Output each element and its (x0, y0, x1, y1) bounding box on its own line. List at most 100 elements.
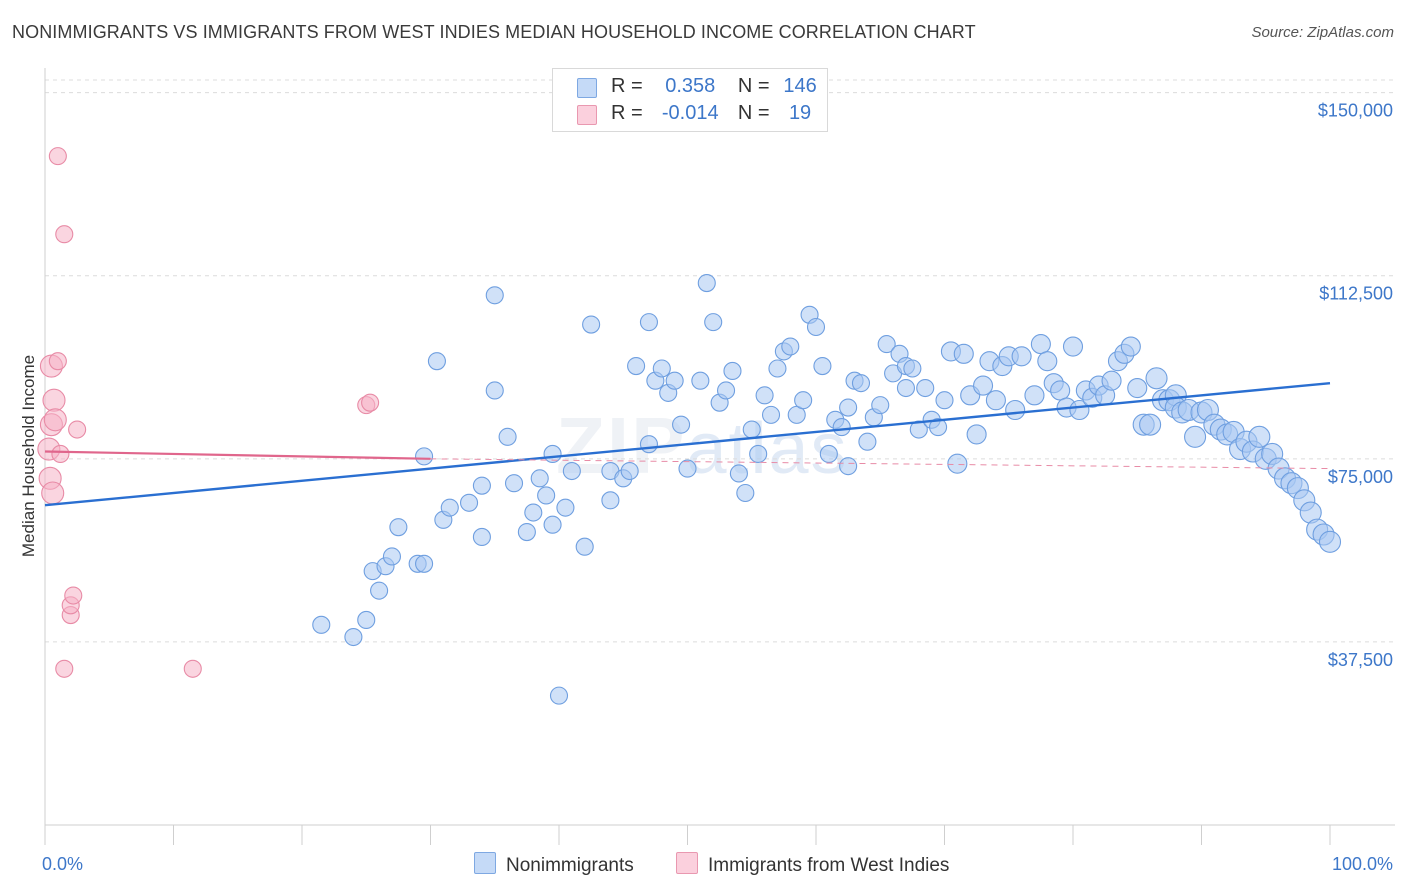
point-nonimmigrants (839, 457, 858, 476)
point-nonimmigrants (947, 453, 968, 474)
point-nonimmigrants (1050, 380, 1071, 401)
point-nonimmigrants (1062, 336, 1084, 357)
point-nonimmigrants (729, 464, 748, 483)
point-nonimmigrants (781, 337, 800, 356)
point-nonimmigrants (755, 386, 774, 405)
legend-n-label: N = (737, 75, 770, 97)
point-nonimmigrants (761, 405, 781, 424)
point-nonimmigrants (903, 359, 922, 378)
point-nonimmigrants (672, 415, 691, 434)
point-nonimmigrants (543, 515, 562, 534)
point-nonimmigrants (427, 352, 446, 371)
point-nonimmigrants (1069, 399, 1090, 421)
point-nonimmigrants (382, 547, 402, 566)
point-nonimmigrants (357, 610, 376, 629)
point-west-indies (361, 393, 380, 412)
point-nonimmigrants (896, 378, 916, 398)
point-nonimmigrants (639, 313, 659, 332)
point-nonimmigrants (556, 498, 575, 517)
y-axis-title: Median Household Income (19, 355, 38, 557)
point-nonimmigrants (794, 391, 813, 410)
trend-lines (44, 381, 1331, 507)
point-nonimmigrants (627, 357, 646, 376)
point-nonimmigrants (678, 459, 697, 478)
point-nonimmigrants (1030, 334, 1051, 355)
bottom-legend-label: Nonimmigrants (506, 855, 634, 876)
chart-source: Source: ZipAtlas.com (1251, 24, 1394, 41)
y-tick-label: $37,500 (1328, 650, 1393, 670)
point-nonimmigrants (601, 491, 620, 510)
point-nonimmigrants (1248, 425, 1271, 448)
point-nonimmigrants (549, 686, 569, 705)
point-west-indies (48, 352, 67, 371)
point-nonimmigrants (858, 432, 877, 451)
point-nonimmigrants (472, 527, 491, 546)
legend-n-value: 19 (788, 102, 812, 124)
point-nonimmigrants (415, 447, 434, 466)
point-nonimmigrants (716, 381, 736, 400)
point-west-indies (55, 225, 74, 244)
legend-r-value: 0.358 (665, 75, 716, 97)
point-nonimmigrants (851, 374, 871, 393)
point-nonimmigrants (415, 554, 434, 573)
point-nonimmigrants (832, 418, 851, 437)
point-west-indies (55, 659, 74, 678)
point-nonimmigrants (723, 361, 742, 380)
legend-swatch-pink (577, 105, 597, 125)
point-nonimmigrants (916, 378, 935, 398)
y-tick-label: $112,500 (1319, 284, 1393, 304)
point-nonimmigrants (1318, 530, 1342, 553)
point-nonimmigrants (1184, 425, 1207, 448)
point-west-indies (183, 659, 202, 678)
point-nonimmigrants (871, 396, 890, 415)
point-nonimmigrants (697, 274, 716, 293)
trendline-west-indies (44, 450, 431, 460)
point-west-indies (64, 586, 83, 605)
point-nonimmigrants (440, 498, 459, 517)
bottom-legend-label: Immigrants from West Indies (708, 855, 950, 876)
point-nonimmigrants (1145, 367, 1168, 390)
point-nonimmigrants (806, 317, 826, 337)
point-nonimmigrants (985, 390, 1006, 411)
legend-n-label: N = (737, 102, 770, 124)
axes (44, 68, 1395, 845)
legend-r-label: R = (611, 102, 643, 124)
bottom-legend-swatch-blue (474, 852, 496, 874)
point-nonimmigrants (1127, 377, 1148, 399)
trendline-west-indies-projection (430, 458, 1331, 470)
point-nonimmigrants (524, 503, 543, 522)
x-tick-label: 100.0% (1332, 854, 1393, 874)
point-nonimmigrants (562, 461, 581, 481)
point-nonimmigrants (742, 420, 761, 439)
point-nonimmigrants (485, 381, 504, 400)
point-nonimmigrants (1037, 351, 1058, 372)
point-nonimmigrants (537, 486, 556, 505)
point-nonimmigrants (1005, 399, 1026, 421)
data-points (37, 147, 1342, 705)
bottom-legend-nonimmigrants: Nonimmigrants (474, 852, 634, 877)
point-west-indies (42, 388, 66, 412)
point-nonimmigrants (370, 581, 389, 600)
legend-r-label: R = (611, 75, 643, 97)
point-nonimmigrants (639, 435, 659, 454)
point-nonimmigrants (1120, 336, 1141, 357)
point-nonimmigrants (704, 313, 723, 332)
point-nonimmigrants (665, 371, 684, 390)
point-nonimmigrants (459, 493, 479, 512)
point-nonimmigrants (1101, 370, 1122, 391)
point-nonimmigrants (530, 469, 549, 488)
point-nonimmigrants (517, 523, 536, 542)
point-west-indies (48, 147, 67, 166)
legend-swatch-blue (577, 78, 597, 98)
legend-r-value: -0.014 (661, 102, 719, 124)
correlation-legend: R = 0.358 N = 146 R = -0.014 N = 19 (552, 68, 828, 132)
point-nonimmigrants (344, 627, 363, 647)
legend-n-value: 146 (783, 75, 817, 97)
point-nonimmigrants (498, 427, 517, 446)
point-nonimmigrants (620, 461, 639, 481)
point-west-indies (68, 420, 87, 439)
point-nonimmigrants (582, 315, 601, 334)
point-nonimmigrants (485, 286, 504, 305)
tick-labels: $37,500 $75,000 $112,500 $150,000 0.0% 100.0% (42, 101, 1393, 874)
point-west-indies (51, 444, 70, 463)
